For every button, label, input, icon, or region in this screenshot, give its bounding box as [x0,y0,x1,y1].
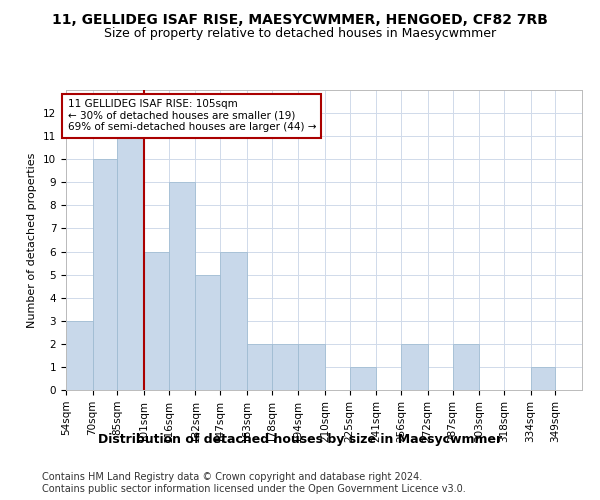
Text: 11, GELLIDEG ISAF RISE, MAESYCWMMER, HENGOED, CF82 7RB: 11, GELLIDEG ISAF RISE, MAESYCWMMER, HEN… [52,12,548,26]
Bar [169,182,196,390]
Text: Size of property relative to detached houses in Maesycwmmer: Size of property relative to detached ho… [104,28,496,40]
Bar [66,321,92,390]
Bar [452,344,479,390]
Bar [530,367,556,390]
Bar [118,136,144,390]
Bar [272,344,298,390]
Bar [247,344,272,390]
Text: Contains HM Land Registry data © Crown copyright and database right 2024.: Contains HM Land Registry data © Crown c… [42,472,422,482]
Text: Distribution of detached houses by size in Maesycwmmer: Distribution of detached houses by size … [98,432,502,446]
Text: 11 GELLIDEG ISAF RISE: 105sqm
← 30% of detached houses are smaller (19)
69% of s: 11 GELLIDEG ISAF RISE: 105sqm ← 30% of d… [68,99,316,132]
Text: Contains public sector information licensed under the Open Government Licence v3: Contains public sector information licen… [42,484,466,494]
Bar [144,252,169,390]
Bar [350,367,376,390]
Bar [401,344,428,390]
Y-axis label: Number of detached properties: Number of detached properties [28,152,37,328]
Bar [298,344,325,390]
Bar [220,252,247,390]
Bar [92,159,118,390]
Bar [196,274,220,390]
